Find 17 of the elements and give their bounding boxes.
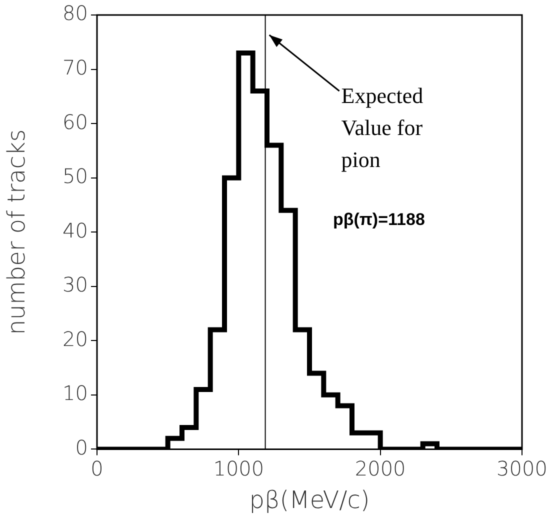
x-tick-label: 1000 bbox=[213, 456, 264, 480]
y-tick-label: 10 bbox=[62, 381, 88, 406]
y-axis-title: number of tracks bbox=[2, 129, 31, 335]
y-tick-label: 70 bbox=[62, 55, 88, 80]
x-tick-label: 0 bbox=[90, 456, 104, 480]
y-tick-label: 30 bbox=[62, 272, 88, 297]
x-tick-label: 2000 bbox=[354, 456, 406, 480]
x-tick-label: 3000 bbox=[496, 456, 548, 480]
ref-line-label: Expected Value for pion bbox=[341, 83, 424, 172]
y-tick-label: 40 bbox=[62, 218, 88, 242]
y-tick-label: 20 bbox=[62, 326, 88, 351]
annotation: pβ(π)=1188 bbox=[333, 210, 425, 229]
x-axis-title: pβ(MeV/c) bbox=[249, 486, 370, 514]
y-tick-label: 50 bbox=[62, 164, 88, 188]
y-tick-label: 60 bbox=[62, 110, 88, 134]
y-tick-label: 80 bbox=[62, 1, 88, 26]
y-tick-label: 0 bbox=[75, 435, 88, 460]
